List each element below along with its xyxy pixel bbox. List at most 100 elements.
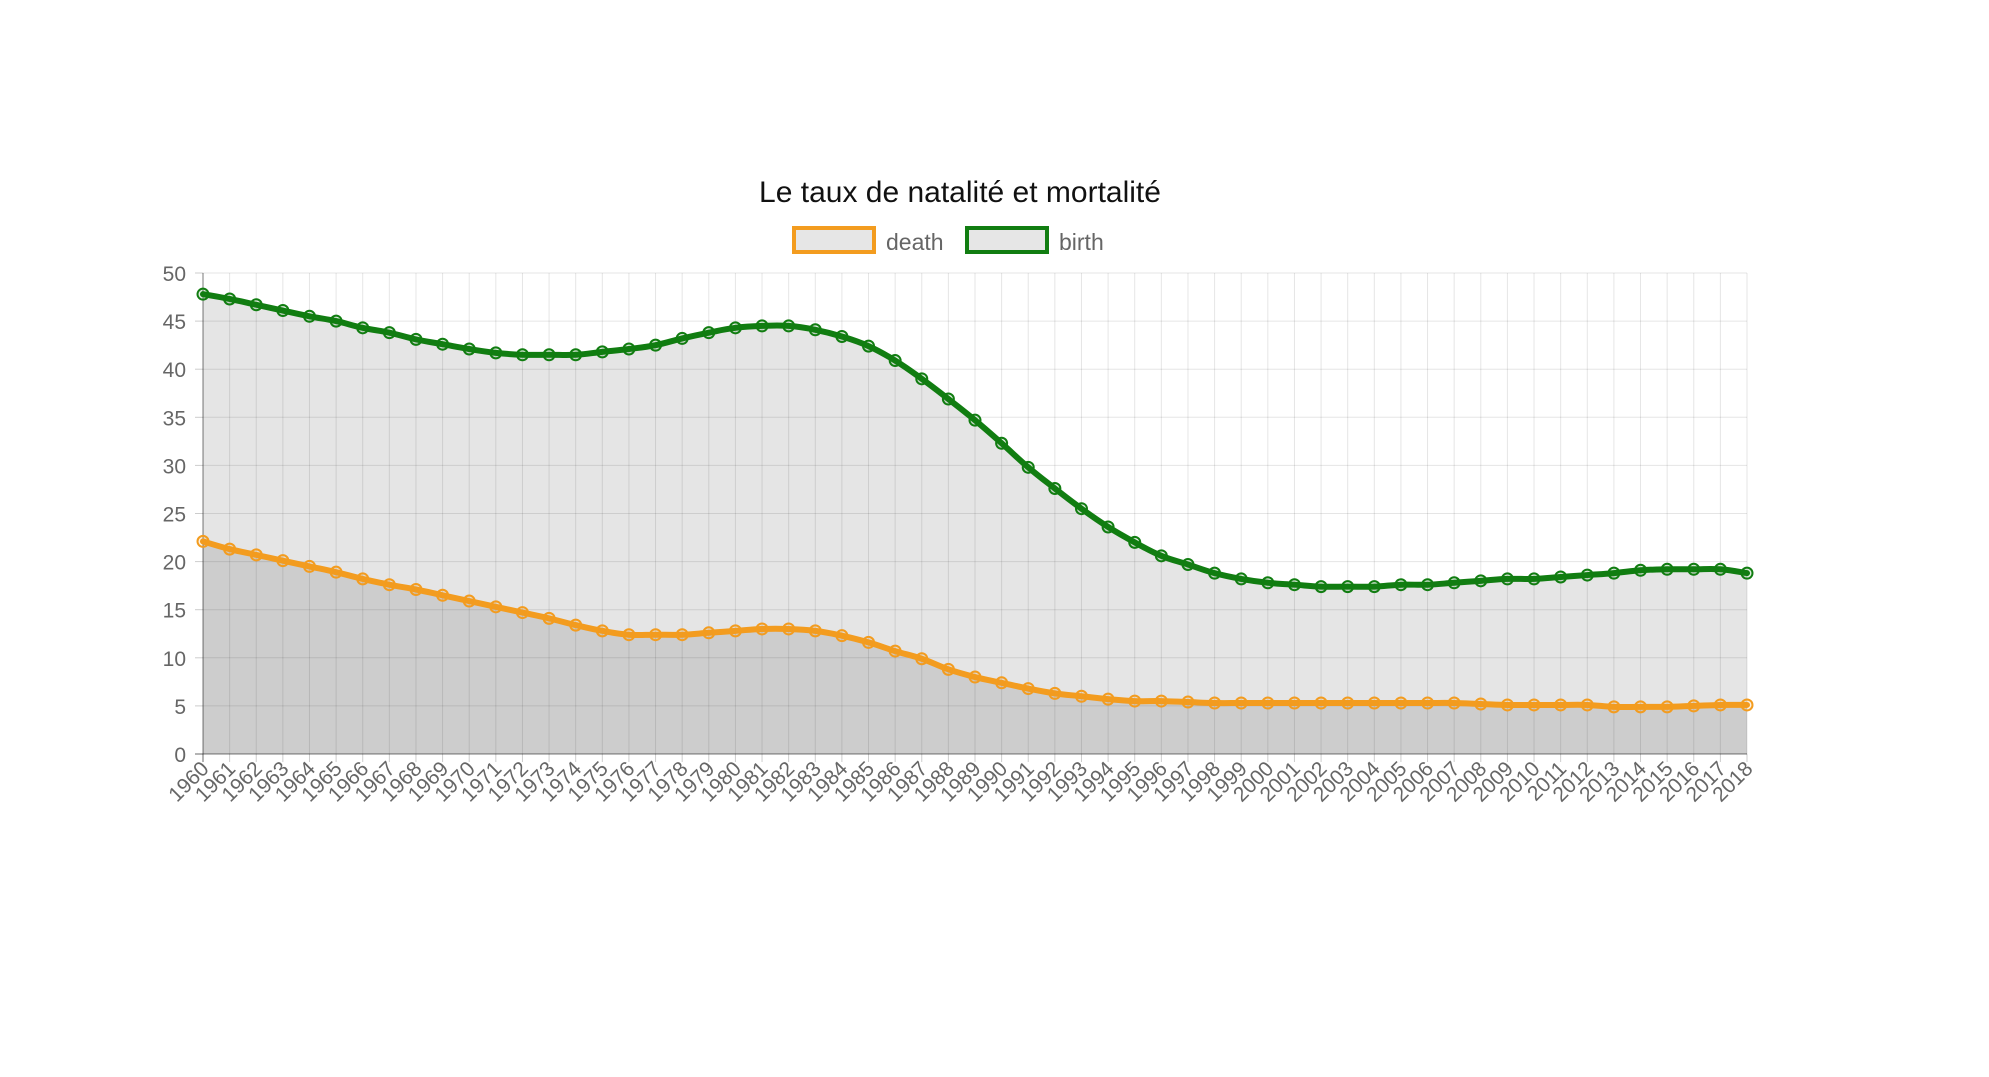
data-point-death[interactable] [622, 628, 636, 642]
data-point-death[interactable] [409, 582, 423, 596]
data-point-death[interactable] [1287, 696, 1301, 710]
data-point-death[interactable] [702, 626, 716, 640]
data-point-birth[interactable] [196, 287, 210, 301]
data-point-death[interactable] [1181, 695, 1195, 709]
data-point-birth[interactable] [1287, 578, 1301, 592]
data-point-birth[interactable] [941, 392, 955, 406]
data-point-birth[interactable] [1607, 566, 1621, 580]
data-point-death[interactable] [1314, 696, 1328, 710]
data-point-death[interactable] [1447, 696, 1461, 710]
data-point-death[interactable] [1394, 696, 1408, 710]
data-point-death[interactable] [1234, 696, 1248, 710]
data-point-death[interactable] [995, 676, 1009, 690]
data-point-birth[interactable] [1554, 570, 1568, 584]
data-point-birth[interactable] [1181, 557, 1195, 571]
data-point-death[interactable] [1367, 696, 1381, 710]
data-point-birth[interactable] [1341, 580, 1355, 594]
data-point-birth[interactable] [276, 304, 290, 318]
data-point-birth[interactable] [915, 372, 929, 386]
data-point-death[interactable] [249, 548, 263, 562]
data-point-death[interactable] [1554, 698, 1568, 712]
data-point-birth[interactable] [382, 326, 396, 340]
data-point-birth[interactable] [1447, 576, 1461, 590]
data-point-birth[interactable] [1074, 502, 1088, 516]
data-point-death[interactable] [542, 611, 556, 625]
legend[interactable]: death birth [792, 226, 1104, 255]
data-point-death[interactable] [1474, 697, 1488, 711]
legend-item-death[interactable]: death [792, 226, 944, 255]
data-point-birth[interactable] [1527, 572, 1541, 586]
data-point-birth[interactable] [1660, 562, 1674, 576]
data-point-death[interactable] [489, 600, 503, 614]
data-point-birth[interactable] [622, 342, 636, 356]
data-point-death[interactable] [595, 624, 609, 638]
data-point-death[interactable] [223, 542, 237, 556]
data-point-birth[interactable] [888, 354, 902, 368]
data-point-birth[interactable] [995, 436, 1009, 450]
data-point-death[interactable] [835, 629, 849, 643]
data-point-death[interactable] [862, 635, 876, 649]
data-point-birth[interactable] [1101, 520, 1115, 534]
data-point-birth[interactable] [675, 331, 689, 345]
data-point-death[interactable] [1421, 696, 1435, 710]
data-point-birth[interactable] [302, 309, 316, 323]
data-point-death[interactable] [1740, 698, 1754, 712]
data-point-birth[interactable] [1367, 580, 1381, 594]
data-point-birth[interactable] [1500, 572, 1514, 586]
data-point-death[interactable] [968, 670, 982, 684]
data-point-birth[interactable] [595, 345, 609, 359]
data-point-death[interactable] [276, 554, 290, 568]
data-point-birth[interactable] [515, 348, 529, 362]
data-point-death[interactable] [1713, 698, 1727, 712]
data-point-death[interactable] [1634, 700, 1648, 714]
data-point-birth[interactable] [1474, 574, 1488, 588]
data-point-death[interactable] [1341, 696, 1355, 710]
data-point-death[interactable] [675, 628, 689, 642]
data-point-death[interactable] [196, 534, 210, 548]
data-point-birth[interactable] [409, 332, 423, 346]
data-point-birth[interactable] [1634, 563, 1648, 577]
data-point-birth[interactable] [1154, 549, 1168, 563]
data-point-birth[interactable] [1421, 578, 1435, 592]
data-point-death[interactable] [1128, 694, 1142, 708]
data-point-death[interactable] [915, 652, 929, 666]
data-point-birth[interactable] [1048, 481, 1062, 495]
data-point-death[interactable] [1074, 689, 1088, 703]
data-point-birth[interactable] [702, 326, 716, 340]
series-points[interactable] [196, 287, 1754, 714]
data-point-death[interactable] [462, 594, 476, 608]
data-point-death[interactable] [356, 572, 370, 586]
data-point-death[interactable] [888, 644, 902, 658]
data-point-death[interactable] [755, 622, 769, 636]
data-point-birth[interactable] [755, 319, 769, 333]
data-point-birth[interactable] [968, 413, 982, 427]
data-point-birth[interactable] [329, 314, 343, 328]
data-point-death[interactable] [1607, 700, 1621, 714]
data-point-death[interactable] [1527, 698, 1541, 712]
data-point-death[interactable] [569, 618, 583, 632]
data-point-birth[interactable] [862, 339, 876, 353]
data-point-birth[interactable] [782, 319, 796, 333]
data-point-death[interactable] [1500, 698, 1514, 712]
data-point-birth[interactable] [569, 348, 583, 362]
data-point-birth[interactable] [1580, 568, 1594, 582]
data-point-birth[interactable] [1234, 572, 1248, 586]
data-point-death[interactable] [1154, 694, 1168, 708]
data-point-death[interactable] [1660, 700, 1674, 714]
data-point-death[interactable] [329, 565, 343, 579]
data-point-birth[interactable] [1021, 460, 1035, 474]
data-point-birth[interactable] [1713, 562, 1727, 576]
data-point-death[interactable] [649, 628, 663, 642]
data-point-death[interactable] [1101, 692, 1115, 706]
data-point-birth[interactable] [542, 348, 556, 362]
data-point-birth[interactable] [436, 337, 450, 351]
data-point-birth[interactable] [1687, 562, 1701, 576]
data-point-death[interactable] [1021, 682, 1035, 696]
legend-item-birth[interactable]: birth [965, 226, 1104, 255]
data-point-death[interactable] [728, 624, 742, 638]
data-point-birth[interactable] [249, 298, 263, 312]
data-point-birth[interactable] [356, 321, 370, 335]
data-point-death[interactable] [436, 588, 450, 602]
data-point-death[interactable] [1580, 698, 1594, 712]
data-point-birth[interactable] [1208, 566, 1222, 580]
